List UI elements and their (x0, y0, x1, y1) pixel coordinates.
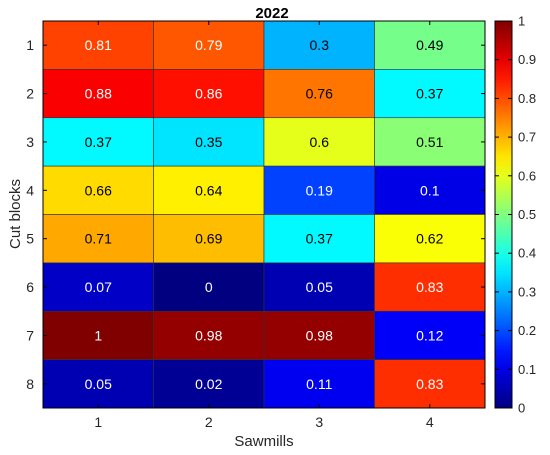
colorbar-tick-label: 1 (518, 14, 525, 29)
colorbar-tick-label: 0.2 (518, 323, 536, 338)
y-tick-label: 8 (26, 376, 34, 392)
heatmap-cell (263, 262, 375, 312)
cell-value-label: 0.83 (416, 279, 443, 295)
heatmap-cell (153, 20, 265, 70)
heatmap-cell (374, 20, 486, 70)
cell-value-label: 0.35 (195, 134, 222, 150)
cell-value-label: 0.37 (306, 231, 333, 247)
heatmap-cell (42, 262, 154, 312)
cell-value-label: 0.83 (416, 376, 443, 392)
heatmap-cell (153, 165, 265, 215)
colorbar-tick-label: 0 (518, 401, 525, 416)
cell-value-label: 0.37 (85, 134, 112, 150)
heatmap-cell (42, 214, 154, 264)
cell-value-label: 0.81 (85, 37, 112, 53)
cell-value-label: 0.51 (416, 134, 443, 150)
heatmap-cell (374, 310, 486, 360)
chart-title: 2022 (255, 5, 288, 22)
x-axis-ticks: 1 2 3 4 (94, 21, 434, 430)
cell-value-label: 1 (94, 327, 102, 343)
colorbar-tick-label: 0.7 (518, 130, 536, 145)
colorbar-tick-label: 0.5 (518, 207, 536, 222)
cell-value-label: 0.12 (416, 327, 443, 343)
y-tick-label: 5 (26, 231, 34, 247)
cell-value-label: 0 (205, 279, 213, 295)
x-tick-label: 2 (205, 414, 213, 430)
plot-frame (42, 20, 486, 409)
cell-value-label: 0.76 (306, 86, 333, 102)
heatmap-cell (374, 214, 486, 264)
heatmap-cell (263, 165, 375, 215)
cell-value-label: 0.86 (195, 86, 222, 102)
cell-value-label: 0.71 (85, 231, 112, 247)
cell-value-label: 0.79 (195, 37, 222, 53)
cell-value-label: 0.98 (306, 327, 333, 343)
cell-value-label: 0.62 (416, 231, 443, 247)
y-axis-ticks: 1 2 3 4 5 6 7 8 (26, 37, 485, 392)
cell-value-label: 0.88 (85, 86, 112, 102)
heatmap-cell (153, 214, 265, 264)
y-tick-label: 3 (26, 134, 34, 150)
cell-value-label: 0.1 (420, 182, 440, 198)
heatmap-cell (42, 165, 154, 215)
x-axis-label: Sawmills (234, 433, 293, 450)
heatmap-cell (374, 117, 486, 167)
heatmap-cell (42, 310, 154, 360)
y-tick-label: 2 (26, 86, 34, 102)
colorbar-tick-label: 0.8 (518, 91, 536, 106)
cell-value-label: 0.69 (195, 231, 222, 247)
x-tick-label: 3 (315, 414, 323, 430)
cell-value-label: 0.07 (85, 279, 112, 295)
heatmap-cell (42, 359, 154, 409)
heatmap-cell (374, 165, 486, 215)
heatmap-cell (42, 20, 154, 70)
heatmap-cell (42, 69, 154, 119)
cell-value-label: 0.05 (306, 279, 333, 295)
cell-value-label: 0.19 (306, 182, 333, 198)
cell-value-label: 0.6 (310, 134, 330, 150)
colorbar-tick-label: 0.6 (518, 168, 536, 183)
y-tick-label: 7 (26, 327, 34, 343)
cell-value-label: 0.98 (195, 327, 222, 343)
y-tick-label: 4 (26, 182, 34, 198)
colorbar: 0 0.1 0.2 0.3 0.4 0.5 0.6 0.7 0.8 0.9 1 (494, 14, 536, 416)
cell-value-label: 0.64 (195, 182, 222, 198)
heatmap-cell (153, 262, 265, 312)
heatmap-cell (153, 69, 265, 119)
y-tick-label: 1 (26, 37, 34, 53)
colorbar-tick-label: 0.3 (518, 284, 536, 299)
heatmap-cell (263, 310, 375, 360)
heatmap-cell (263, 214, 375, 264)
heatmap-cell (153, 117, 265, 167)
heatmap-cells: 0.81 0.79 0.3 0.49 0.88 0.86 0.76 0.37 0.37 0.35 0… (42, 20, 486, 409)
colorbar-tick-label: 0.4 (518, 246, 536, 261)
heatmap-cell (263, 359, 375, 409)
cell-value-label: 0.11 (306, 376, 332, 392)
colorbar-tick-label: 0.9 (518, 52, 536, 67)
cell-value-label: 0.37 (416, 86, 443, 102)
x-tick-label: 4 (426, 414, 434, 430)
y-axis-label: Cut blocks (7, 179, 24, 249)
cell-value-label: 0.02 (195, 376, 222, 392)
x-tick-label: 1 (94, 414, 102, 430)
cell-value-label: 0.05 (85, 376, 112, 392)
y-tick-label: 6 (26, 279, 34, 295)
colorbar-tick-label: 0.1 (518, 362, 536, 377)
heatmap-cell (374, 69, 486, 119)
cell-value-label: 0.49 (416, 37, 443, 53)
cell-value-label: 0.3 (310, 37, 330, 53)
cell-value-label: 0.66 (85, 182, 112, 198)
